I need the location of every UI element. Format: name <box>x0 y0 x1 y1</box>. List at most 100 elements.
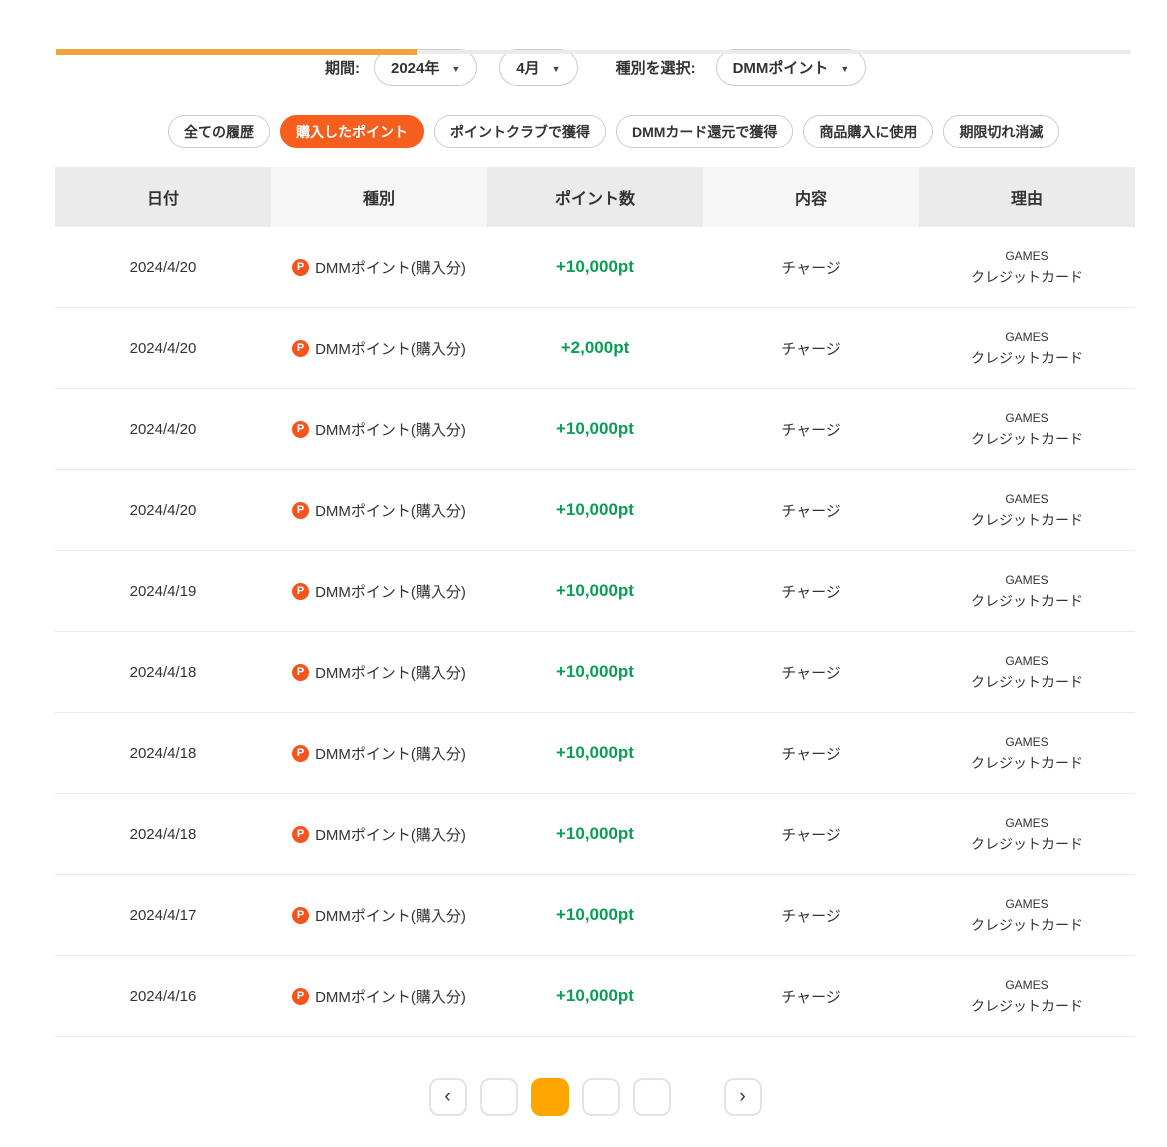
cell-points: +10,000pt <box>556 824 634 843</box>
history-filter-tab-label: 期限切れ消滅 <box>959 123 1044 140</box>
history-filter-tab[interactable]: 購入したポイント <box>280 115 424 148</box>
history-filter-tab-label: 購入したポイント <box>296 123 408 140</box>
history-filter-tab-label: DMMカード還元で獲得 <box>632 123 778 140</box>
history-filter-tab-label: 商品購入に使用 <box>819 123 918 140</box>
table-row: 2024/4/19 P DMMポイント(購入分) +10,000pt チャージ … <box>55 551 1135 632</box>
year-select[interactable]: 2024年 ▼ <box>374 49 478 86</box>
dmm-point-icon: P <box>292 582 310 600</box>
cell-reason-method: クレジットカード <box>971 431 1083 447</box>
cell-date: 2024/4/20 <box>129 501 197 519</box>
cell-type-label: DMMポイント(購入分) <box>315 421 466 439</box>
cell-date: 2024/4/18 <box>129 744 197 762</box>
table-row: 2024/4/16 P DMMポイント(購入分) +10,000pt チャージ … <box>55 956 1135 1037</box>
cell-type-label: DMMポイント(購入分) <box>315 988 466 1006</box>
cell-type-label: DMMポイント(購入分) <box>315 745 466 763</box>
cell-content: チャージ <box>781 745 841 763</box>
cell-type-label: DMMポイント(購入分) <box>315 907 466 925</box>
point-type-select-value: DMMポイント <box>732 60 829 77</box>
cell-points: +2,000pt <box>560 338 630 357</box>
cell-points: +10,000pt <box>556 419 634 438</box>
history-filter-tab-label: 全ての履歴 <box>184 123 254 140</box>
cell-reason: GAMES クレジットカード <box>919 551 1135 631</box>
cell-type: P DMMポイント(購入分) <box>271 389 487 469</box>
cell-points: +10,000pt <box>556 257 634 276</box>
pagination-button[interactable] <box>479 1078 518 1116</box>
cell-date: 2024/4/18 <box>129 663 197 681</box>
cell-type: P DMMポイント(購入分) <box>271 794 487 874</box>
cell-type-label: DMMポイント(購入分) <box>315 502 466 520</box>
cell-date: 2024/4/19 <box>129 582 197 600</box>
cell-reason-service: GAMES <box>1005 249 1049 263</box>
cell-date: 2024/4/16 <box>129 987 197 1005</box>
cell-reason-method: クレジットカード <box>971 674 1083 690</box>
table-row: 2024/4/20 P DMMポイント(購入分) +2,000pt チャージ G… <box>55 308 1135 389</box>
cell-reason-method: クレジットカード <box>971 593 1083 609</box>
cell-points: +10,000pt <box>556 743 634 762</box>
history-filter-tab[interactable]: 全ての履歴 <box>168 115 270 148</box>
dmm-point-icon: P <box>292 258 310 276</box>
table-row: 2024/4/18 P DMMポイント(購入分) +10,000pt チャージ … <box>55 794 1135 875</box>
active-tab-underline[interactable] <box>56 49 417 55</box>
table-row: 2024/4/20 P DMMポイント(購入分) +10,000pt チャージ … <box>55 470 1135 551</box>
dmm-point-icon: P <box>292 744 310 762</box>
table-row: 2024/4/17 P DMMポイント(購入分) +10,000pt チャージ … <box>55 875 1135 956</box>
cell-type: P DMMポイント(購入分) <box>271 308 487 388</box>
cell-reason-method: クレジットカード <box>971 512 1083 528</box>
cell-content: チャージ <box>781 583 841 601</box>
dmm-point-icon: P <box>292 825 310 843</box>
history-filter-tab[interactable]: 期限切れ消滅 <box>943 115 1060 148</box>
cell-type: P DMMポイント(購入分) <box>271 713 487 793</box>
cell-type: P DMMポイント(購入分) <box>271 227 487 307</box>
cell-type: P DMMポイント(購入分) <box>271 956 487 1036</box>
pagination-button[interactable] <box>632 1078 671 1116</box>
cell-reason-service: GAMES <box>1005 492 1049 506</box>
cell-date: 2024/4/20 <box>129 258 197 276</box>
next-page-button[interactable]: › <box>723 1078 762 1116</box>
table-body: 2024/4/20 P DMMポイント(購入分) +10,000pt チャージ … <box>55 227 1135 1037</box>
cell-reason: GAMES クレジットカード <box>919 713 1135 793</box>
cell-reason-service: GAMES <box>1005 978 1049 992</box>
cell-reason: GAMES クレジットカード <box>919 794 1135 874</box>
cell-type-label: DMMポイント(購入分) <box>315 664 466 682</box>
cell-reason: GAMES クレジットカード <box>919 227 1135 307</box>
history-filter-tabs: 全ての履歴 購入したポイント ポイントクラブで獲得 DMMカード還元で獲得 商品… <box>168 115 1167 148</box>
history-filter-tab[interactable]: 商品購入に使用 <box>803 115 934 148</box>
cell-reason: GAMES クレジットカード <box>919 308 1135 388</box>
cell-reason-method: クレジットカード <box>971 350 1083 366</box>
cell-date: 2024/4/20 <box>129 420 197 438</box>
dmm-point-icon: P <box>292 420 310 438</box>
pagination-button[interactable] <box>581 1078 620 1116</box>
cell-content: チャージ <box>781 340 841 358</box>
dmm-point-icon: P <box>292 987 310 1005</box>
cell-reason-method: クレジットカード <box>971 836 1083 852</box>
period-label: 期間: <box>325 60 360 77</box>
history-filter-tab[interactable]: DMMカード還元で獲得 <box>616 115 794 148</box>
cell-date: 2024/4/17 <box>129 906 197 924</box>
cell-reason-service: GAMES <box>1005 573 1049 587</box>
cell-type-label: DMMポイント(購入分) <box>315 259 466 277</box>
inactive-tab-underline[interactable] <box>417 50 1131 54</box>
cell-content: チャージ <box>781 664 841 682</box>
cell-type: P DMMポイント(購入分) <box>271 632 487 712</box>
cell-points: +10,000pt <box>556 986 634 1005</box>
month-select[interactable]: 4月 ▼ <box>499 49 578 86</box>
cell-points: +10,000pt <box>556 662 634 681</box>
point-type-select[interactable]: DMMポイント ▼ <box>715 49 867 86</box>
history-filter-tab[interactable]: ポイントクラブで獲得 <box>434 115 606 148</box>
cell-reason: GAMES クレジットカード <box>919 956 1135 1036</box>
cell-points: +10,000pt <box>556 500 634 519</box>
dmm-point-icon: P <box>292 501 310 519</box>
history-filter-tab-label: ポイントクラブで獲得 <box>450 123 590 140</box>
cell-type: P DMMポイント(購入分) <box>271 551 487 631</box>
cell-reason-service: GAMES <box>1005 816 1049 830</box>
table-row: 2024/4/18 P DMMポイント(購入分) +10,000pt チャージ … <box>55 713 1135 794</box>
prev-page-button[interactable]: ‹ <box>428 1078 467 1116</box>
cell-date: 2024/4/18 <box>129 825 197 843</box>
points-history-table: 日付 種別 ポイント数 内容 理由 2024/4/20 P DMMポイント(購入… <box>55 167 1135 1037</box>
cell-type-label: DMMポイント(購入分) <box>315 583 466 601</box>
cell-reason: GAMES クレジットカード <box>919 389 1135 469</box>
cell-reason: GAMES クレジットカード <box>919 632 1135 712</box>
pagination-button[interactable] <box>530 1078 569 1116</box>
cell-content: チャージ <box>781 421 841 439</box>
cell-type-label: DMMポイント(購入分) <box>315 340 466 358</box>
